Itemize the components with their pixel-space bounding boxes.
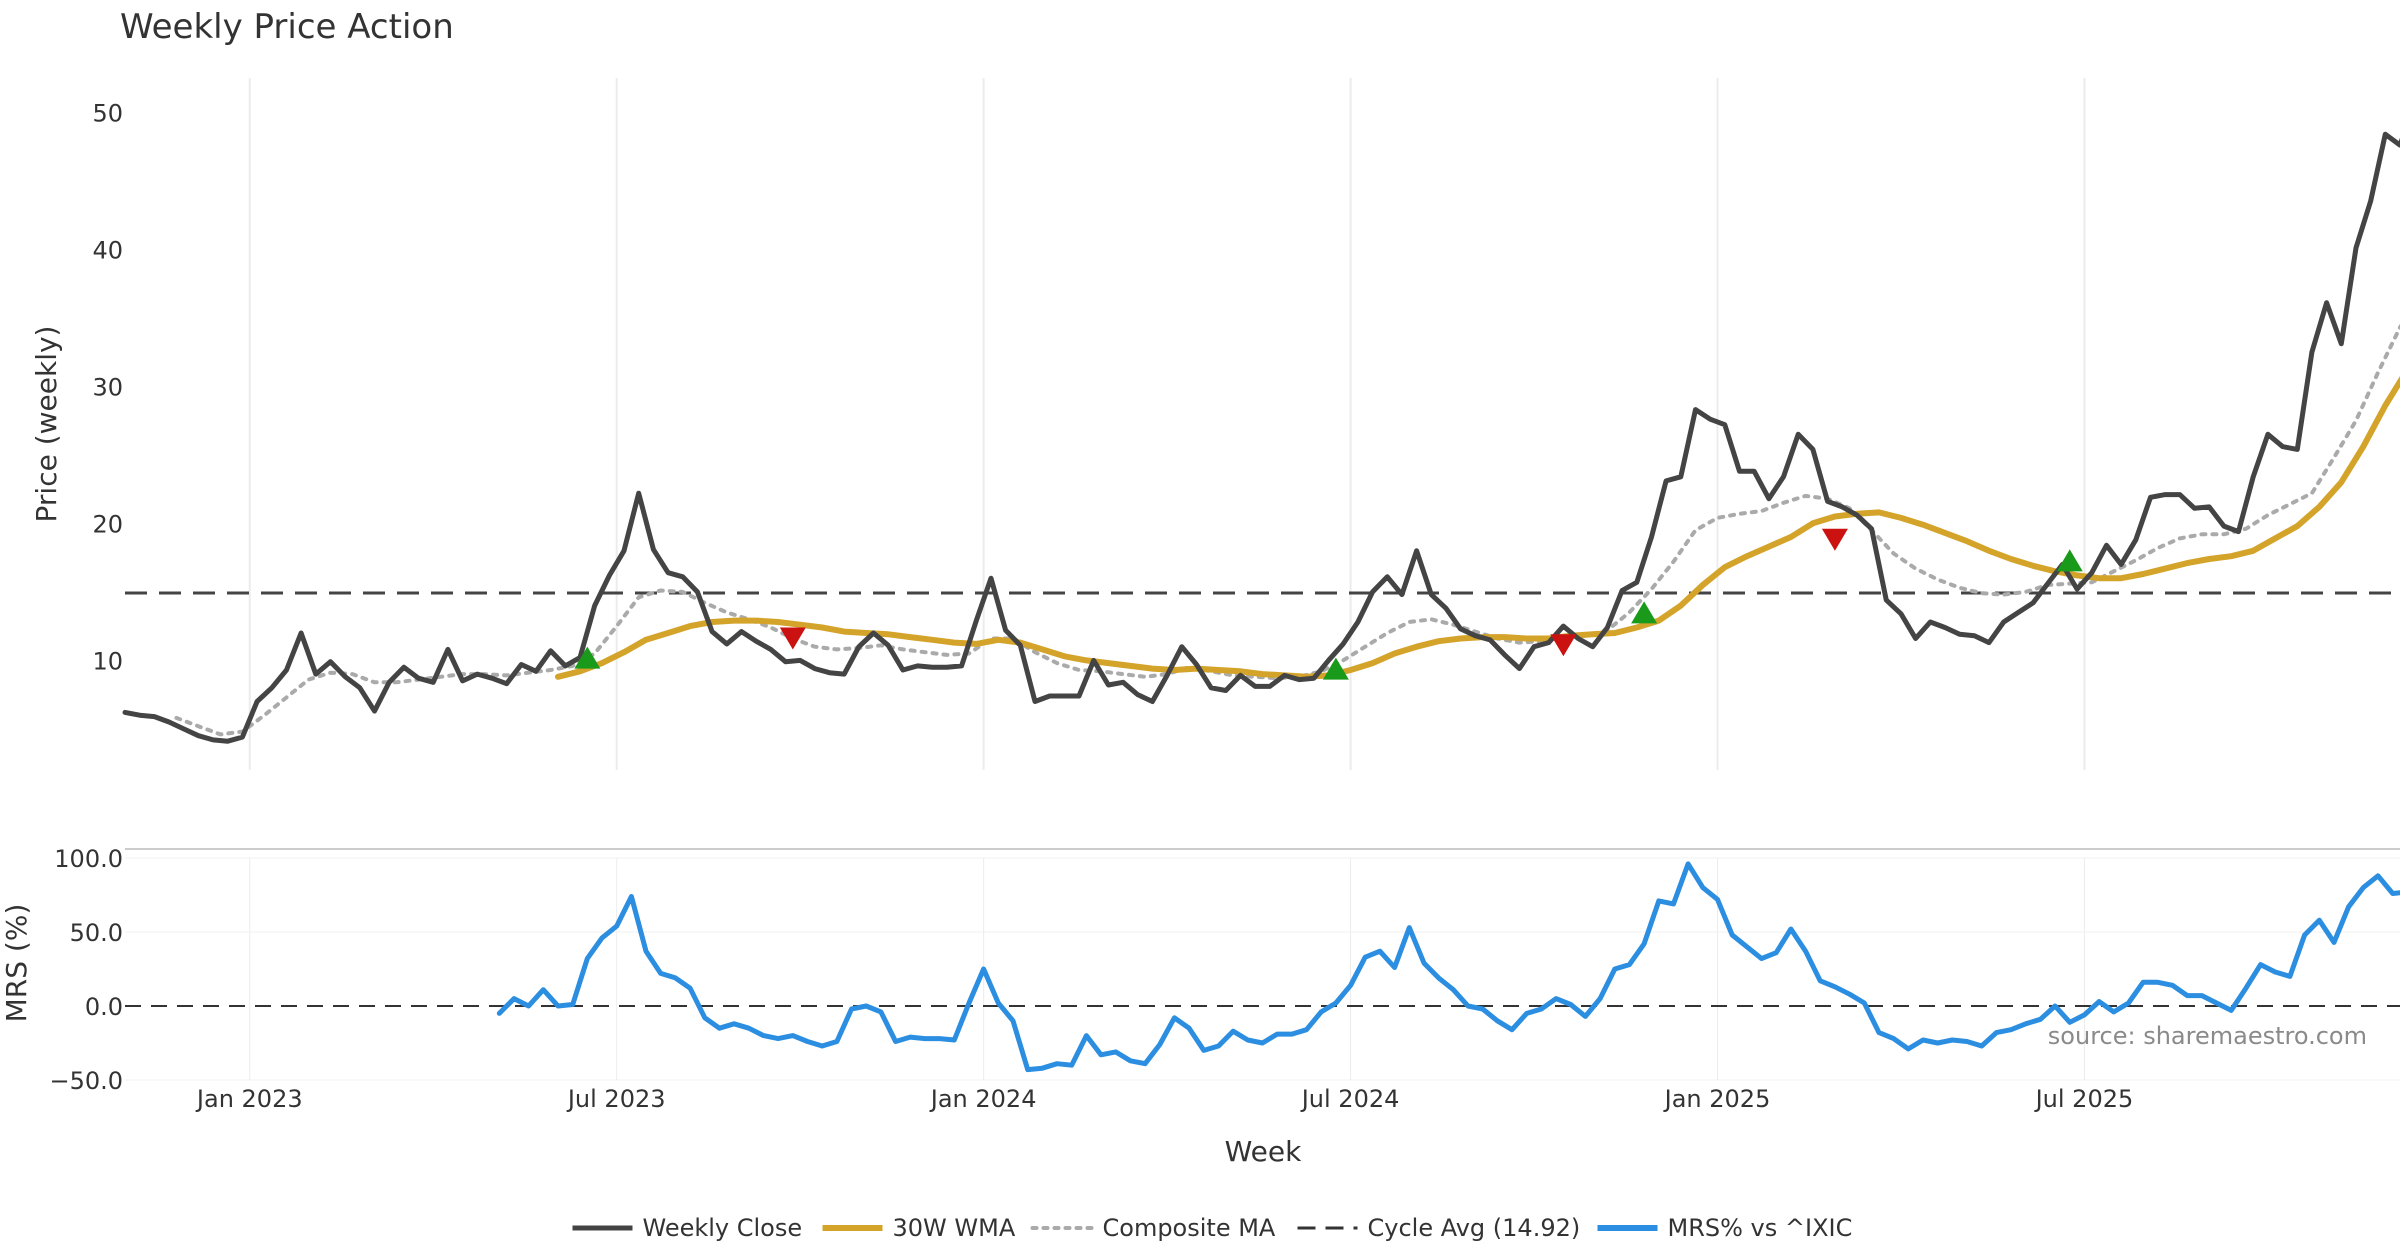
series-line-30w-wma bbox=[555, 376, 2400, 680]
price-y-tick-label: 30 bbox=[92, 373, 123, 401]
mrs-gridlines bbox=[125, 857, 2400, 1081]
price-y-tick-labels: 10 20 30 40 50 bbox=[92, 99, 123, 675]
price-y-axis-label: Price (weekly) bbox=[30, 326, 63, 523]
mrs-y-tick-labels: 100.0 50.0 0.0 −50.0 bbox=[49, 845, 123, 1095]
mrs-y-tick-label: 0.0 bbox=[85, 993, 123, 1021]
sell-signal-marker bbox=[1550, 634, 1577, 657]
price-y-tick-label: 10 bbox=[92, 647, 123, 675]
legend: Weekly Close 30W WMA Composite MA Cycle Avg… bbox=[572, 1214, 1853, 1242]
mrs-y-tick-label: 50.0 bbox=[70, 919, 123, 947]
series-line-composite-ma bbox=[174, 323, 2400, 737]
x-tick-label: Jan 2023 bbox=[195, 1085, 303, 1113]
legend-item-mrs-vs-ixic: MRS% vs ^IXIC bbox=[1597, 1214, 1853, 1242]
mrs-series-group bbox=[496, 861, 2400, 1073]
legend-label: Composite MA bbox=[1103, 1214, 1276, 1242]
source-attribution: source: sharemaestro.com bbox=[2048, 1022, 2367, 1050]
sell-signal-marker bbox=[779, 627, 806, 650]
x-tick-label: Jul 2023 bbox=[566, 1085, 666, 1113]
mrs-y-tick-label: 100.0 bbox=[54, 845, 123, 873]
x-tick-label: Jan 2024 bbox=[929, 1085, 1037, 1113]
x-tick-label: Jan 2025 bbox=[1663, 1085, 1771, 1113]
legend-label: MRS% vs ^IXIC bbox=[1668, 1214, 1853, 1242]
price-y-tick-label: 20 bbox=[92, 510, 123, 538]
legend-label: Weekly Close bbox=[643, 1214, 803, 1242]
x-axis-label: Week bbox=[1225, 1135, 1302, 1168]
legend-item-weekly-close: Weekly Close bbox=[572, 1214, 803, 1242]
price-y-tick-label: 40 bbox=[92, 236, 123, 264]
legend-item-cycle-avg-14-92: Cycle Avg (14.92) bbox=[1297, 1214, 1581, 1242]
mrs-y-axis-label: MRS (%) bbox=[0, 904, 33, 1023]
legend-label: Cycle Avg (14.92) bbox=[1368, 1214, 1581, 1242]
buy-signal-marker bbox=[1322, 657, 1349, 680]
buy-signal-marker bbox=[2056, 549, 2083, 572]
x-tick-label: Jul 2024 bbox=[1300, 1085, 1400, 1113]
x-tick-label: Jul 2025 bbox=[2034, 1085, 2134, 1113]
series-line-mrs-vs-ixic bbox=[496, 861, 2400, 1073]
buy-signal-marker bbox=[1631, 601, 1658, 624]
series-line-weekly-close bbox=[122, 131, 2400, 744]
signal-markers bbox=[574, 528, 2083, 680]
price-series-group bbox=[122, 131, 2400, 744]
legend-label: 30W WMA bbox=[893, 1214, 1016, 1242]
legend-item-30w-wma: 30W WMA bbox=[822, 1214, 1016, 1242]
x-tick-labels: Jan 2023 Jul 2023 Jan 2024 Jul 2024 Jan 2025… bbox=[195, 1085, 2133, 1113]
sell-signal-marker bbox=[1821, 528, 1848, 551]
mrs-y-tick-label: −50.0 bbox=[49, 1067, 123, 1095]
legend-item-composite-ma: Composite MA bbox=[1030, 1214, 1276, 1242]
price-y-tick-label: 50 bbox=[92, 99, 123, 127]
buy-signal-marker bbox=[574, 646, 601, 669]
chart-title: Weekly Price Action bbox=[120, 7, 454, 47]
